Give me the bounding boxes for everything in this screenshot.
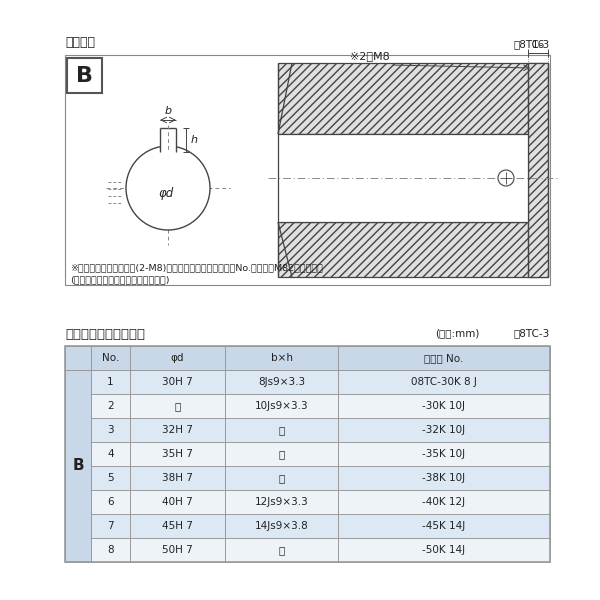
Bar bbox=[91, 442, 550, 466]
Text: 12Js9×3.3: 12Js9×3.3 bbox=[254, 497, 308, 507]
Text: -35K 10J: -35K 10J bbox=[422, 449, 466, 459]
Text: ※2－M8: ※2－M8 bbox=[350, 51, 390, 61]
Text: 〃: 〃 bbox=[175, 401, 181, 411]
Text: 8Js9×3.3: 8Js9×3.3 bbox=[258, 377, 305, 387]
Text: 32H 7: 32H 7 bbox=[162, 425, 193, 435]
Text: (単位:mm): (単位:mm) bbox=[435, 328, 479, 338]
Text: ※セットボルト用タップ(2-M8)が必要な場合は右記コードNo.の末尾にM82を付ける。: ※セットボルト用タップ(2-M8)が必要な場合は右記コードNo.の末尾にM82を… bbox=[70, 263, 323, 272]
Bar bbox=[91, 538, 550, 562]
Bar bbox=[91, 466, 550, 490]
Text: 38H 7: 38H 7 bbox=[162, 473, 193, 483]
Bar bbox=[91, 370, 550, 394]
Bar bbox=[528, 63, 548, 277]
Text: -45K 14J: -45K 14J bbox=[422, 521, 466, 531]
Text: -32K 10J: -32K 10J bbox=[422, 425, 466, 435]
Text: b×h: b×h bbox=[271, 353, 293, 363]
Text: 30H 7: 30H 7 bbox=[162, 377, 193, 387]
Circle shape bbox=[126, 146, 210, 230]
Text: 35H 7: 35H 7 bbox=[162, 449, 193, 459]
Bar bbox=[91, 394, 550, 418]
Bar bbox=[65, 370, 91, 562]
Text: 08TC-30K 8 J: 08TC-30K 8 J bbox=[411, 377, 477, 387]
Text: -40K 12J: -40K 12J bbox=[422, 497, 466, 507]
Bar bbox=[278, 63, 548, 134]
Text: 16: 16 bbox=[532, 40, 545, 50]
Text: B: B bbox=[72, 458, 84, 473]
Text: -50K 14J: -50K 14J bbox=[422, 545, 466, 555]
Text: -38K 10J: -38K 10J bbox=[422, 473, 466, 483]
Text: 〃: 〃 bbox=[278, 545, 284, 555]
Text: b: b bbox=[164, 106, 172, 116]
Bar bbox=[67, 58, 102, 93]
Text: No.: No. bbox=[102, 353, 119, 363]
Text: 軸穴形状: 軸穴形状 bbox=[65, 36, 95, 49]
Text: 10Js9×3.3: 10Js9×3.3 bbox=[254, 401, 308, 411]
Text: コード No.: コード No. bbox=[424, 353, 464, 363]
Text: 表8TC-3: 表8TC-3 bbox=[514, 328, 550, 338]
Bar bbox=[65, 346, 550, 370]
Circle shape bbox=[498, 170, 514, 186]
Bar bbox=[160, 128, 176, 154]
Text: 軸穴形状コード一覧表: 軸穴形状コード一覧表 bbox=[65, 328, 145, 341]
Text: 〃: 〃 bbox=[278, 449, 284, 459]
Text: 3: 3 bbox=[107, 425, 114, 435]
Text: 6: 6 bbox=[107, 497, 114, 507]
Text: 8: 8 bbox=[107, 545, 114, 555]
Text: 〃: 〃 bbox=[278, 473, 284, 483]
Text: 14Js9×3.8: 14Js9×3.8 bbox=[254, 521, 308, 531]
Bar bbox=[65, 55, 550, 285]
Text: 4: 4 bbox=[107, 449, 114, 459]
Text: 2: 2 bbox=[107, 401, 114, 411]
Text: 50H 7: 50H 7 bbox=[162, 545, 193, 555]
Text: 40H 7: 40H 7 bbox=[162, 497, 193, 507]
Bar bbox=[278, 222, 548, 277]
Text: B: B bbox=[76, 65, 93, 85]
Text: 〃: 〃 bbox=[278, 425, 284, 435]
Text: φd: φd bbox=[171, 353, 184, 363]
Text: 7: 7 bbox=[107, 521, 114, 531]
Text: φd: φd bbox=[158, 187, 173, 200]
Text: 5: 5 bbox=[107, 473, 114, 483]
Bar bbox=[91, 418, 550, 442]
Text: 1: 1 bbox=[107, 377, 114, 387]
Bar bbox=[65, 346, 550, 562]
Text: h: h bbox=[191, 135, 198, 145]
Text: -30K 10J: -30K 10J bbox=[422, 401, 466, 411]
Bar bbox=[278, 134, 528, 222]
Text: 45H 7: 45H 7 bbox=[162, 521, 193, 531]
Bar bbox=[91, 514, 550, 538]
Text: (セットボルトは付属されています。): (セットボルトは付属されています。) bbox=[70, 275, 170, 284]
Text: 囸8TC-3: 囸8TC-3 bbox=[514, 39, 550, 49]
Bar bbox=[91, 490, 550, 514]
